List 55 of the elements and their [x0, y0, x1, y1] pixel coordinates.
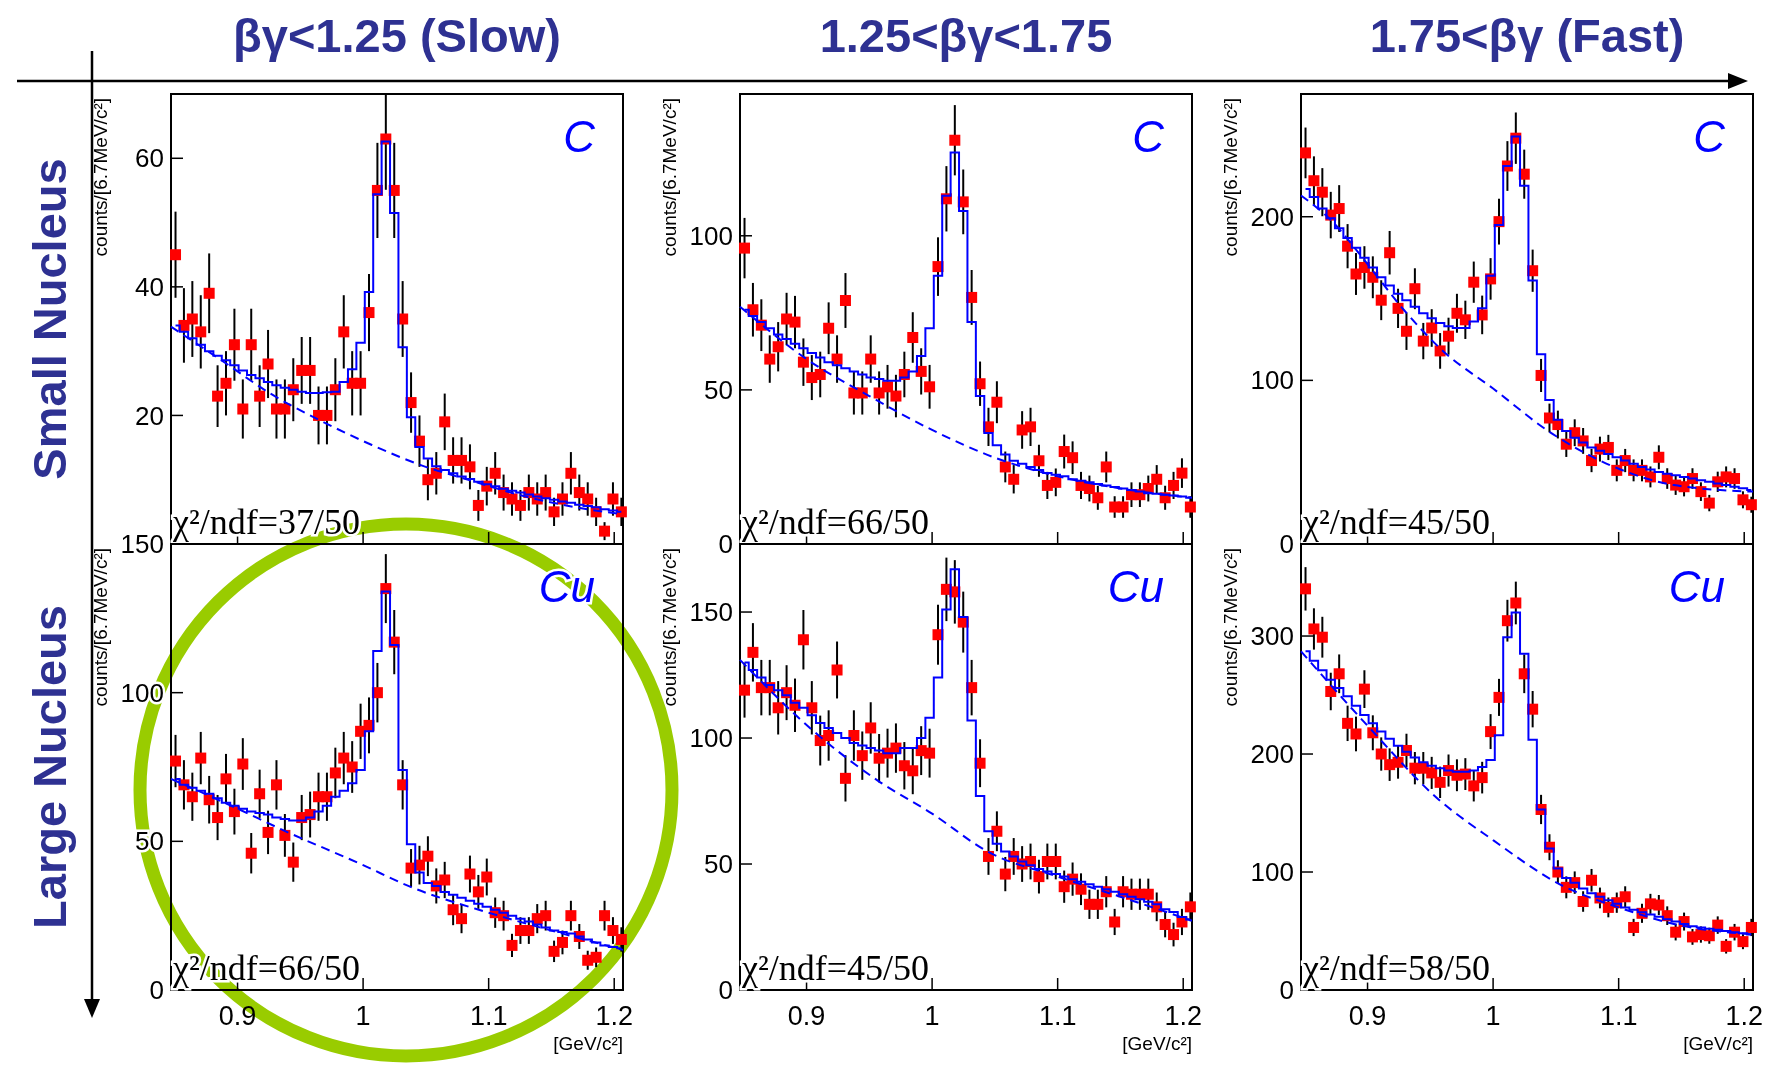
y-tick-label: 200: [1250, 201, 1294, 232]
annotation: χ²/ndf=66/50: [741, 502, 930, 542]
x-axis-title: [GeV/c²]: [553, 1033, 623, 1054]
x-tick-label: 1.2: [1725, 1001, 1763, 1031]
y-tick-label: 300: [1250, 621, 1294, 652]
y-axis-title: counts/[6.7MeV/c²]: [1220, 548, 1241, 707]
y-tick-label: 150: [120, 529, 164, 560]
y-tick-label: 150: [689, 597, 733, 628]
y-axis-title: counts/[6.7MeV/c²]: [1220, 98, 1241, 257]
text: Small Nucleus: [23, 158, 76, 480]
x-axis-title: [GeV/c²]: [1683, 1033, 1753, 1054]
x-tick-label: 1: [1485, 1001, 1501, 1031]
y-tick-label: 100: [689, 220, 733, 251]
x-axis-title: [GeV/c²]: [1122, 1033, 1192, 1054]
y-axis-title: counts/[6.7MeV/c²]: [659, 98, 680, 257]
annotation: Cu: [1107, 562, 1164, 611]
annotation: χ²/ndf=37/50: [172, 502, 361, 542]
annotation: χ²/ndf=45/50: [741, 948, 930, 988]
y-tick-label: 0: [718, 975, 733, 1006]
annotation: Cu: [1668, 562, 1725, 611]
y-tick-label: 0: [1279, 529, 1294, 560]
y-tick-label: 0: [718, 529, 733, 560]
annotation: C: [563, 112, 597, 161]
y-axis-title: counts/[6.7MeV/c²]: [659, 548, 680, 707]
annotation: C: [1693, 112, 1727, 161]
chart-title: 1.25<βγ<1.75: [819, 9, 1113, 62]
annotation: χ²/ndf=45/50: [1302, 502, 1491, 542]
x-tick-label: 1.1: [469, 1001, 508, 1031]
x-tick-label: 1.2: [595, 1001, 633, 1031]
y-tick-label: 100: [689, 723, 733, 754]
y-tick-label: 20: [135, 400, 164, 431]
chart-title: 1.75<βγ (Fast): [1369, 9, 1685, 62]
x-tick-label: 0.9: [1348, 1001, 1387, 1031]
y-axis-title: counts/[6.7MeV/c²]: [90, 548, 111, 707]
y-axis-title: counts/[6.7MeV/c²]: [90, 98, 111, 257]
chart-title: βγ<1.25 (Slow): [233, 9, 561, 62]
y-tick-label: 50: [704, 374, 733, 405]
x-tick-label: 1.2: [1164, 1001, 1202, 1031]
x-tick-label: 1.1: [1038, 1001, 1077, 1031]
y-tick-label: 100: [1250, 365, 1294, 396]
y-tick-label: 60: [135, 143, 164, 174]
x-tick-label: 0.9: [218, 1001, 257, 1031]
x-tick-label: 1: [355, 1001, 371, 1031]
annotation: χ²/ndf=58/50: [1302, 948, 1491, 988]
y-tick-label: 200: [1250, 739, 1294, 770]
y-tick-label: 0: [1279, 975, 1294, 1006]
x-tick-label: 1: [924, 1001, 940, 1031]
text: Large Nucleus: [23, 605, 76, 929]
y-tick-label: 50: [704, 849, 733, 880]
annotation: C: [1132, 112, 1166, 161]
x-tick-label: 0.9: [787, 1001, 826, 1031]
y-tick-label: 40: [135, 271, 164, 302]
y-tick-label: 0: [149, 975, 164, 1006]
y-tick-label: 100: [1250, 857, 1294, 888]
x-tick-label: 1.1: [1599, 1001, 1638, 1031]
